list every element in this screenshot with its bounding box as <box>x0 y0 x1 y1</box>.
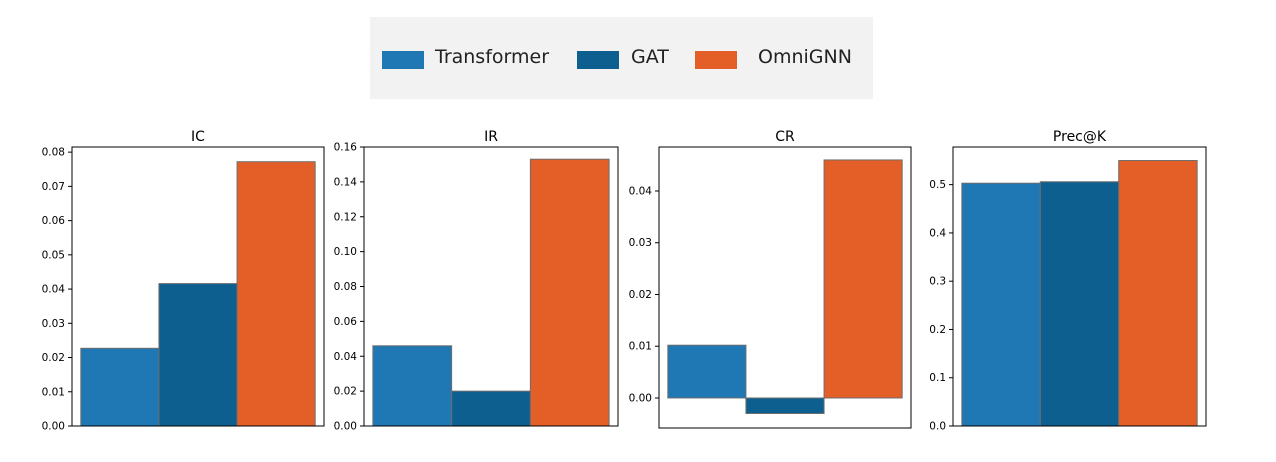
legend-label-gat: GAT <box>631 46 669 68</box>
ytick-label-ic-6: 0.06 <box>42 215 66 227</box>
ytick-label-ir-2: 0.04 <box>334 351 358 363</box>
ytick-label-ic-2: 0.02 <box>42 352 65 364</box>
bar-cr-gat <box>745 397 825 415</box>
chart-title-cr: CR <box>775 129 795 145</box>
chart-title-ic: IC <box>191 129 205 145</box>
bar-ic-gat <box>158 283 238 427</box>
bar-cr-transformer <box>667 344 747 399</box>
panel-ic: 0.00 0.01 0.02 0.03 0.04 0.05 0.06 0.07 0.08 IC <box>42 129 325 433</box>
panel-cr: 0.00 0.01 0.02 0.03 0.04 CR <box>629 129 912 429</box>
axes-frame-cr <box>658 146 912 429</box>
bar-ic-omnignn <box>236 161 316 427</box>
ytick-label-ic-1: 0.01 <box>42 386 65 398</box>
legend: Transformer GAT OmniGNN <box>370 17 873 99</box>
bar-ir-transformer <box>372 345 453 427</box>
ytick-label-cr-3: 0.03 <box>629 237 652 249</box>
legend-swatch-gat <box>577 51 619 69</box>
ytick-label-cr-4: 0.04 <box>629 185 653 197</box>
legend-label-omnignn: OmniGNN <box>758 46 852 68</box>
ytick-label-ir-3: 0.06 <box>334 316 358 328</box>
panel-prec-k: 0.0 0.1 0.2 0.3 0.4 0.5 Prec@K <box>929 129 1207 433</box>
bar-ic-transformer <box>80 347 160 427</box>
ytick-label-ir-7: 0.14 <box>334 176 358 188</box>
ytick-label-prec-k-4: 0.4 <box>929 227 946 239</box>
ytick-label-prec-k-1: 0.1 <box>929 372 946 384</box>
ytick-label-ir-1: 0.02 <box>334 386 357 398</box>
bar-prec-k-omnignn <box>1118 160 1198 427</box>
ytick-label-prec-k-2: 0.2 <box>929 324 946 336</box>
ytick-label-prec-k-3: 0.3 <box>929 276 946 288</box>
ytick-label-ir-5: 0.10 <box>334 246 357 258</box>
bar-cr-omnignn <box>823 159 903 399</box>
ytick-label-ic-8: 0.08 <box>42 147 65 159</box>
ytick-label-ir-8: 0.16 <box>334 142 358 154</box>
legend-swatch-omnignn <box>695 51 737 69</box>
ytick-label-cr-2: 0.02 <box>629 289 652 301</box>
ytick-label-prec-k-0: 0.0 <box>929 421 946 433</box>
ytick-label-ic-5: 0.05 <box>42 249 65 261</box>
bar-prec-k-transformer <box>961 182 1041 427</box>
panel-ir: 0.00 0.02 0.04 0.06 0.08 0.10 0.12 0.14 0.16 IR <box>334 129 619 433</box>
axes-frame-ic <box>71 146 325 427</box>
ytick-label-ic-7: 0.07 <box>42 181 65 193</box>
bar-ir-omnignn <box>529 158 610 427</box>
legend-label-transformer: Transformer <box>435 46 550 68</box>
ytick-label-ir-6: 0.12 <box>334 211 357 223</box>
chart-title-ir: IR <box>484 129 498 145</box>
ytick-label-ic-3: 0.03 <box>42 318 65 330</box>
bar-ir-gat <box>451 390 531 427</box>
ytick-label-prec-k-5: 0.5 <box>929 179 946 191</box>
chart-title-prec-k: Prec@K <box>1053 129 1107 145</box>
ytick-label-ic-4: 0.04 <box>42 284 66 296</box>
legend-swatch-transformer <box>382 51 424 69</box>
ytick-label-cr-1: 0.01 <box>629 341 652 353</box>
ytick-label-cr-0: 0.00 <box>629 392 652 404</box>
ytick-label-ir-4: 0.08 <box>334 281 357 293</box>
ytick-label-ic-0: 0.00 <box>42 421 65 433</box>
ytick-label-ir-0: 0.00 <box>334 421 357 433</box>
axes-frame-prec-k <box>952 146 1207 427</box>
bar-prec-k-gat <box>1039 181 1120 427</box>
